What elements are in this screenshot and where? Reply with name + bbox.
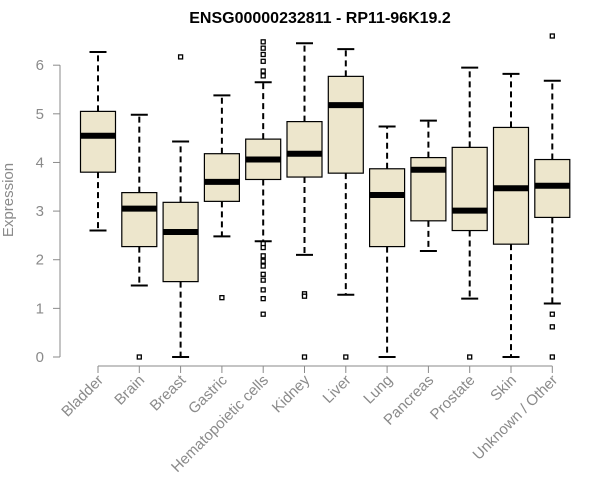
- outlier-point: [260, 244, 266, 251]
- box-iqr: [286, 120, 323, 178]
- box-iqr: [451, 146, 488, 232]
- outlier-point: [136, 354, 142, 360]
- box-iqr: [162, 201, 199, 283]
- y-tick-label: 6: [36, 57, 44, 74]
- outlier-point: [467, 354, 473, 360]
- box-bladder: [79, 51, 117, 232]
- y-tick-label: 3: [36, 203, 44, 220]
- outlier-point: [219, 295, 225, 301]
- x-tick-label: Liver: [320, 372, 355, 407]
- y-tick-label: 1: [36, 300, 44, 317]
- x-tick-label: Prostate: [427, 372, 479, 424]
- y-axis-label: Expression: [0, 163, 17, 237]
- box-kidney: [286, 42, 323, 360]
- box-lung: [369, 125, 406, 358]
- outlier-point: [260, 39, 266, 45]
- outlier-point: [260, 68, 266, 74]
- chart-title: ENSG00000232811 - RP11-96K19.2: [189, 10, 451, 27]
- outlier-point: [260, 277, 266, 283]
- outlier-point: [301, 354, 308, 360]
- box-unknown-other: [534, 33, 571, 360]
- box-liver: [327, 48, 364, 360]
- y-tick-label: 0: [36, 349, 44, 366]
- box-iqr: [327, 75, 364, 174]
- outlier-point: [260, 263, 266, 269]
- outlier-point: [343, 354, 349, 360]
- box-gastric: [203, 94, 240, 301]
- box-skin: [492, 72, 530, 358]
- outlier-point: [260, 51, 266, 58]
- x-tick-label: Lung: [360, 372, 396, 408]
- y-axis: 0 1 2 3 4 5 6: [36, 57, 61, 366]
- outlier-point: [549, 324, 555, 330]
- x-tick-label: Breast: [147, 371, 190, 414]
- x-tick-label: Kidney: [269, 371, 314, 416]
- box-breast: [162, 54, 199, 358]
- outlier-point: [260, 58, 266, 64]
- x-tick-label: Bladder: [58, 372, 107, 421]
- y-tick-label: 2: [36, 252, 44, 269]
- boxes-group: [79, 33, 571, 360]
- outlier-point: [260, 253, 266, 259]
- box-iqr: [203, 153, 240, 202]
- outlier-point: [260, 295, 266, 302]
- x-tick-label: Brain: [111, 372, 148, 409]
- box-hematopoietic-cells: [245, 39, 282, 317]
- outlier-point: [549, 311, 555, 317]
- y-tick-label: 4: [36, 154, 44, 171]
- outlier-point: [260, 45, 266, 51]
- outlier-point: [177, 54, 184, 60]
- box-pancreas: [410, 119, 447, 252]
- outlier-point: [260, 271, 266, 277]
- x-tick-label: Skin: [487, 372, 520, 405]
- outlier-point: [549, 33, 555, 39]
- box-iqr: [369, 168, 406, 248]
- outlier-point: [260, 287, 266, 293]
- box-iqr: [79, 110, 117, 173]
- outlier-point: [301, 293, 308, 299]
- box-prostate: [451, 66, 488, 360]
- outlier-point: [549, 354, 555, 360]
- outlier-point: [260, 73, 266, 79]
- box-brain: [121, 113, 158, 360]
- outlier-point: [260, 311, 266, 317]
- y-tick-label: 5: [36, 106, 44, 123]
- box-iqr: [121, 192, 158, 248]
- outlier-point: [260, 258, 266, 264]
